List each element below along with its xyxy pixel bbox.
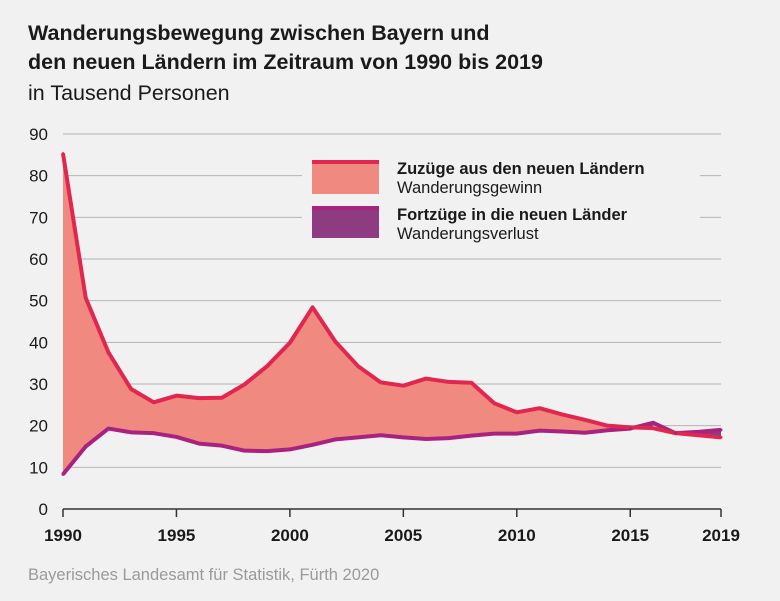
y-tick-label-60: 60: [29, 250, 48, 269]
point-zuzuege-1996: [197, 396, 201, 400]
point-zuzuege-2010: [515, 410, 519, 414]
x-tick-label-1995: 1995: [158, 526, 196, 545]
y-tick-label-40: 40: [29, 333, 48, 352]
point-zuzuege-2000: [288, 341, 292, 345]
chart-subtitle: in Tausend Personen: [28, 81, 230, 105]
y-tick-label-70: 70: [29, 208, 48, 227]
point-zuzuege-2013: [583, 418, 587, 422]
legend-label-zuzuege: Zuzüge aus den neuen Ländern: [397, 160, 645, 178]
point-fortzuege-2001: [311, 443, 315, 447]
point-zuzuege-1990: [61, 152, 65, 156]
point-zuzuege-1999: [265, 364, 269, 368]
point-zuzuege-1998: [243, 382, 247, 386]
point-zuzuege-1992: [106, 350, 110, 354]
series-lines: [61, 152, 723, 476]
point-fortzuege-2015: [628, 427, 632, 431]
point-fortzuege-2018: [696, 430, 700, 434]
point-zuzuege-1991: [84, 296, 88, 300]
point-zuzuege-2002: [333, 340, 337, 343]
legend-sublabel-fortzuege: Wanderungsverlust: [397, 225, 539, 243]
point-fortzuege-2005: [401, 435, 405, 439]
chart-title: Wanderungsbewegung zwischen Bayern und d…: [28, 19, 728, 77]
point-fortzuege-2019: [719, 428, 723, 432]
legend-swatch-zuzuege: [312, 162, 379, 194]
point-fortzuege-2012: [560, 430, 564, 433]
point-zuzuege-2004: [379, 380, 383, 384]
point-fortzuege-2008: [469, 434, 473, 438]
point-fortzuege-1996: [197, 442, 201, 446]
point-fortzuege-2009: [492, 432, 496, 436]
point-fortzuege-2016: [651, 421, 655, 425]
point-fortzuege-1997: [220, 444, 224, 448]
point-fortzuege-2017: [674, 431, 678, 435]
series-line-fortzuege: [61, 420, 722, 476]
legend-entry-fortzuege: Fortzüge in die neuen Länder Wanderungsv…: [312, 206, 628, 243]
x-tick-label-1990: 1990: [44, 526, 82, 545]
point-fortzuege-1993: [129, 430, 133, 434]
y-tick-label-20: 20: [29, 417, 48, 436]
point-fortzuege-2011: [537, 429, 541, 433]
y-tick-label-0: 0: [39, 500, 48, 519]
series-line-zuzuege: [61, 153, 722, 440]
point-zuzuege-2019: [719, 435, 723, 439]
point-fortzuege-2006: [424, 437, 428, 441]
source-note: Bayerisches Landesamt für Statistik, Für…: [28, 566, 380, 584]
legend-entry-zuzuege: Zuzüge aus den neuen Ländern Wanderungsg…: [312, 160, 645, 197]
point-fortzuege-2010: [515, 432, 519, 436]
y-tick-label-50: 50: [29, 292, 48, 311]
area-gain-0: [63, 153, 635, 475]
y-tick-label-90: 90: [29, 125, 48, 144]
point-zuzuege-1993: [129, 387, 133, 391]
point-zuzuege-2001: [311, 305, 315, 309]
point-fortzuege-1991: [84, 445, 88, 448]
x-tick-label-2015: 2015: [611, 526, 649, 545]
x-tick-label-2019: 2019: [702, 526, 740, 545]
legend-label-fortzuege: Fortzüge in die neuen Länder: [397, 206, 628, 224]
chart-title-line-2: den neuen Ländern im Zeitraum von 1990 b…: [28, 50, 543, 74]
point-zuzuege-2006: [424, 377, 428, 381]
chart-title-line-1: Wanderungsbewegung zwischen Bayern und: [28, 21, 490, 45]
point-zuzuege-2009: [492, 401, 496, 405]
point-zuzuege-2016: [651, 426, 655, 430]
point-fortzuege-2013: [583, 431, 587, 435]
point-zuzuege-2008: [469, 381, 473, 385]
point-zuzuege-2007: [447, 380, 451, 384]
x-tick-label-2005: 2005: [384, 526, 422, 545]
point-fortzuege-1994: [152, 431, 156, 435]
point-fortzuege-2007: [447, 436, 451, 440]
point-zuzuege-1997: [220, 396, 224, 400]
point-fortzuege-2004: [379, 433, 383, 437]
legend: Zuzüge aus den neuen Ländern Wanderungsg…: [302, 150, 700, 246]
point-fortzuege-1998: [243, 449, 247, 453]
point-fortzuege-1999: [265, 449, 269, 453]
y-tick-label-30: 30: [29, 375, 48, 394]
point-fortzuege-1995: [174, 435, 178, 439]
point-zuzuege-2012: [560, 412, 564, 416]
legend-swatch-fortzuege: [312, 208, 379, 238]
point-zuzuege-1995: [174, 394, 178, 398]
point-zuzuege-2011: [537, 406, 541, 410]
point-fortzuege-2003: [356, 435, 360, 439]
point-fortzuege-1990: [61, 472, 65, 476]
legend-sublabel-zuzuege: Wanderungsgewinn: [397, 179, 542, 197]
point-zuzuege-2018: [696, 433, 700, 437]
y-tick-label-80: 80: [29, 167, 48, 186]
point-fortzuege-2002: [333, 437, 337, 441]
y-tick-label-10: 10: [29, 458, 48, 477]
point-zuzuege-1994: [152, 400, 156, 404]
point-fortzuege-2014: [606, 428, 610, 432]
axes: 0 10 20 30 40 50 60 70 80 90 1990 1995 2000 2005 2010 2…: [29, 125, 740, 545]
x-tick-label-2010: 2010: [498, 526, 536, 545]
point-zuzuege-2003: [356, 364, 360, 368]
point-fortzuege-1992: [106, 427, 110, 431]
point-zuzuege-2005: [401, 384, 405, 388]
point-fortzuege-2000: [288, 447, 292, 451]
point-zuzuege-2014: [606, 424, 610, 428]
x-tick-label-2000: 2000: [271, 526, 309, 545]
